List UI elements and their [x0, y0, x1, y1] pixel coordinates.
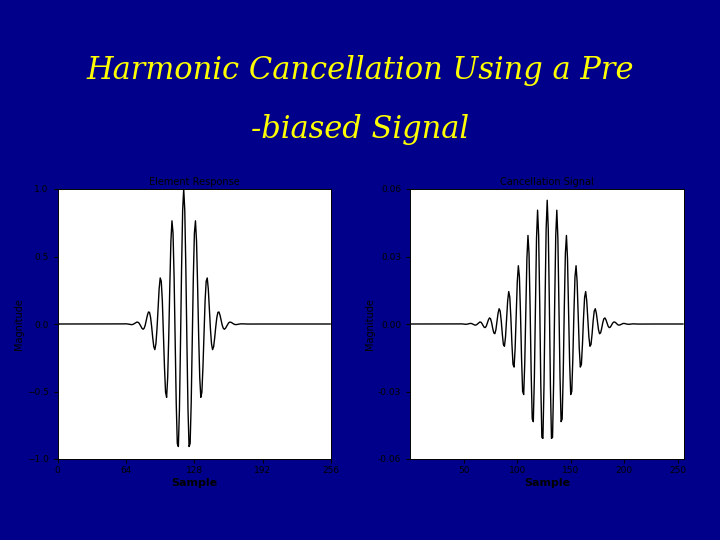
Y-axis label: Magnitude: Magnitude: [14, 298, 24, 350]
Text: -biased Signal: -biased Signal: [251, 114, 469, 145]
Title: Element Response: Element Response: [149, 177, 240, 187]
X-axis label: Sample: Sample: [524, 478, 570, 488]
Text: Harmonic Cancellation Using a Pre: Harmonic Cancellation Using a Pre: [86, 55, 634, 86]
Title: Cancellation Signal: Cancellation Signal: [500, 177, 594, 187]
Y-axis label: Magnitude: Magnitude: [365, 298, 375, 350]
X-axis label: Sample: Sample: [171, 478, 217, 488]
